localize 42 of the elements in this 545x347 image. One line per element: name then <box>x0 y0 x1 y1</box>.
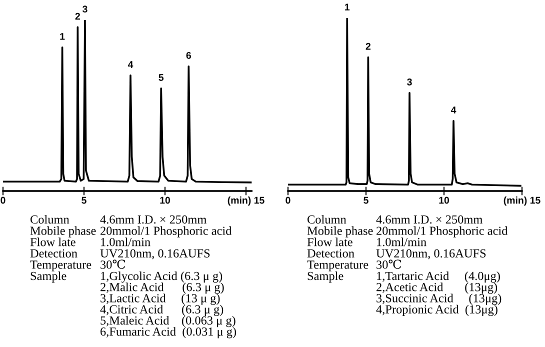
text: Mobile phase <box>307 226 373 238</box>
text: 1.0ml/min <box>101 238 150 246</box>
annotation: 3 <box>407 78 412 86</box>
text: Temperature <box>30 260 92 272</box>
text: UV210nm, 0.16AUFS <box>376 249 486 260</box>
x-tick-label: 0 <box>0 196 6 204</box>
text: 1,Glycolic Acid (6.3 μ g) 2,Malic Acid (6.3 μ g) 3,Lactic Acid (13 μ g) 4,Citric Acid (6.3 μ g) 5,Maleic Acid (0.063 μ g) 6,Fumaric Acid (0.031 μ g) <box>100 272 236 338</box>
text: 1,Tartaric Acid (4.0μg) 2,Acetic Acid (13μg) 3,Succinic Acid (13μg) 4,Propionic Acid (13μg) <box>376 272 502 316</box>
annotation: 5 <box>158 74 164 81</box>
text: 1.0ml/min <box>377 238 426 246</box>
annotation: 4 <box>450 106 456 114</box>
text: Flow late <box>30 238 76 246</box>
x-tick-label: (min) 15 <box>504 196 540 206</box>
text: 30℃ <box>376 260 402 269</box>
x-tick-label: 5 <box>364 196 368 204</box>
annotation: 4 <box>128 61 134 68</box>
annotation: 3 <box>82 6 88 13</box>
annotation: 2 <box>75 12 80 20</box>
x-tick-label: (min) 15 <box>228 196 264 206</box>
text: Detection <box>30 249 78 258</box>
text: Detection <box>307 249 354 258</box>
text: Sample <box>30 272 66 283</box>
text: Flow late <box>307 238 352 246</box>
text: 20mmol/1 Phosphoric acid <box>100 226 232 238</box>
x-tick-label: 0 <box>286 196 290 204</box>
annotation: 6 <box>186 52 192 59</box>
text: Mobile phase <box>30 226 96 238</box>
text: 4.6mm I.D. × 250mm <box>100 215 207 224</box>
text: 30℃ <box>100 260 126 269</box>
text: UV210nm, 0.16AUFS <box>100 249 210 260</box>
annotation: 2 <box>366 42 370 50</box>
text: Sample <box>308 272 344 283</box>
text: Temperature <box>307 260 368 272</box>
annotation: 1 <box>345 4 350 10</box>
text: 20mmol/1 Phosphoric acid <box>376 226 508 238</box>
x-tick-label: 10 <box>160 196 170 204</box>
annotation: 1 <box>60 33 65 40</box>
text: Column <box>308 215 346 224</box>
x-tick-label: 10 <box>439 196 450 204</box>
x-tick-label: 5 <box>82 196 86 204</box>
text: Column <box>30 215 70 224</box>
text: 4.6mm I.D. × 250mm <box>376 215 483 224</box>
